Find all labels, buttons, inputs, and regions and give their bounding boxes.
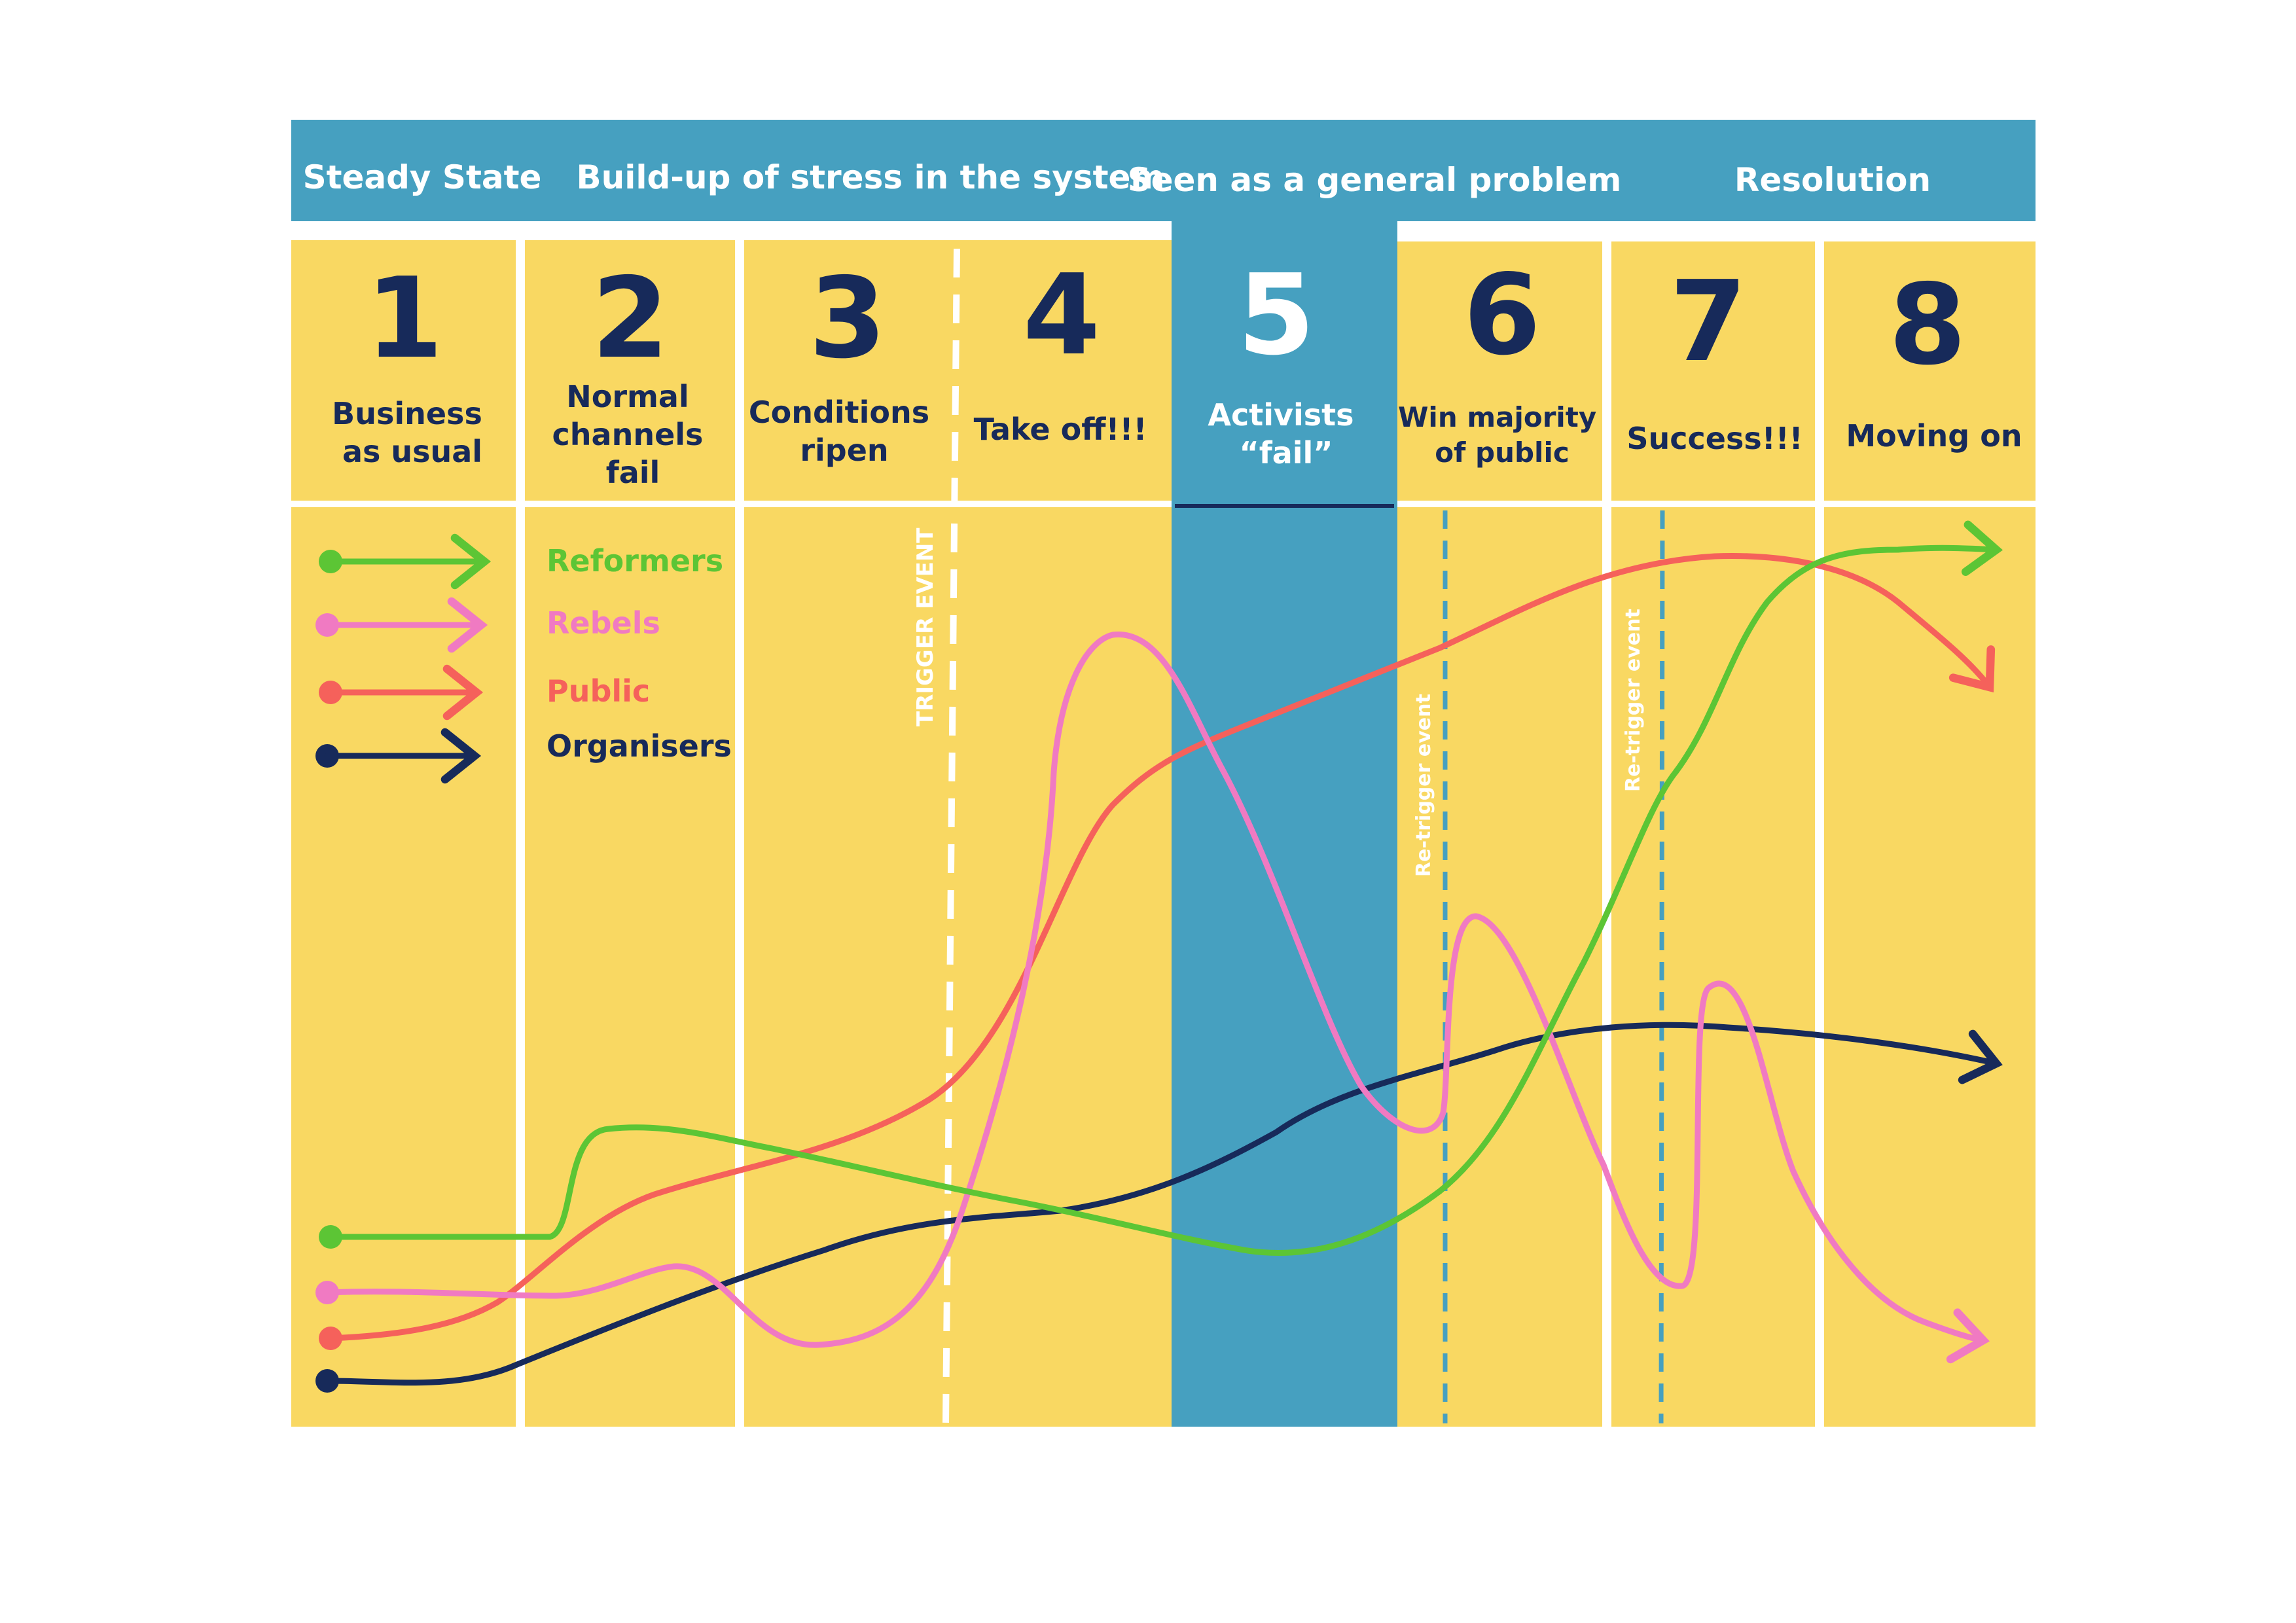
- phase-label-build-up: Build-up of stress in the system: [577, 158, 1165, 196]
- trigger-event-label: TRIGGER EVENT: [912, 527, 939, 726]
- public-curve: [327, 553, 1996, 1342]
- trigger-event-line: [942, 248, 960, 1424]
- stage-number-8: 8: [1889, 260, 1966, 390]
- stage-title-2: Normal channels fail: [552, 379, 714, 490]
- retrigger-event-line-2: [1659, 510, 1665, 1424]
- phase-header-band: [291, 120, 2036, 221]
- organisers-start-dot: [315, 1369, 339, 1393]
- stage-number-5: 5: [1238, 251, 1315, 380]
- public-start-dot: [319, 1327, 342, 1350]
- stage-title-3: Conditions ripen: [749, 395, 940, 468]
- stage-number-2: 2: [592, 254, 669, 383]
- legend-item-organisers: Organisers: [315, 728, 732, 784]
- stage-number-1: 1: [366, 254, 443, 383]
- stage-title-4: Take off!!!: [974, 412, 1147, 447]
- legend-item-rebels: Rebels: [315, 597, 660, 653]
- organisers-curve: [324, 1022, 2003, 1386]
- yellow-panel: [291, 236, 2036, 1427]
- reformers-start-dot: [319, 1225, 342, 1249]
- stage-5-column: [1172, 221, 1397, 1427]
- stage-title-8: Moving on: [1846, 418, 2022, 454]
- stage-number-3: 3: [809, 254, 886, 383]
- stage-number-7: 7: [1670, 257, 1747, 387]
- stage-title-7: Success!!!: [1626, 421, 1803, 456]
- rebels-curve: [324, 632, 1990, 1364]
- legend-label-reformers: Reformers: [547, 543, 723, 579]
- stage-title-5: Activists “fail”: [1208, 397, 1364, 471]
- stage-number-4: 4: [1023, 251, 1100, 380]
- phase-label-steady-state: Steady State: [303, 158, 542, 196]
- retrigger-event-label-2: Re-trigger event: [1622, 609, 1645, 792]
- legend-item-reformers: Reformers: [319, 533, 723, 590]
- legend-label-public: Public: [547, 673, 650, 709]
- phase-label-general-problem: Seen as a general problem: [1128, 161, 1622, 199]
- stage-title-1: Business as usual: [332, 396, 493, 469]
- phase-label-resolution: Resolution: [1734, 161, 1931, 199]
- legend-item-public: Public: [319, 664, 650, 721]
- stage-number-6: 6: [1463, 251, 1541, 380]
- reformers-curve: [327, 520, 2003, 1256]
- legend-label-rebels: Rebels: [547, 605, 660, 641]
- rebels-start-dot: [315, 1281, 339, 1304]
- stage-title-6: Win majority of public: [1398, 401, 1606, 469]
- retrigger-event-label-1: Re-trigger event: [1412, 694, 1435, 877]
- legend: Reformers Rebels Public Organisers: [315, 533, 732, 784]
- legend-label-organisers: Organisers: [547, 728, 732, 764]
- curves: [315, 520, 2003, 1393]
